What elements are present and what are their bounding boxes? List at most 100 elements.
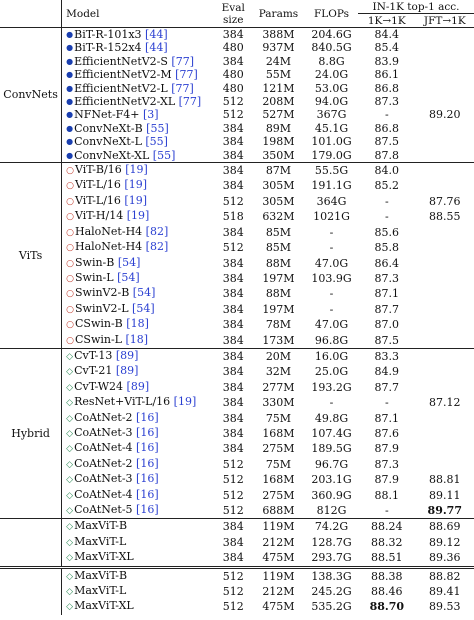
model-name: MaxViT-XL <box>74 550 134 564</box>
citation-link[interactable]: [3] <box>139 108 159 122</box>
citation-link[interactable]: [16] <box>132 456 159 470</box>
flops-cell: - <box>329 302 334 316</box>
acc-jft-cell <box>416 82 474 95</box>
citation-link[interactable]: [16] <box>132 425 159 439</box>
flops-cell: 96.7G <box>314 457 349 471</box>
citation-link[interactable]: [16] <box>132 410 159 424</box>
table-row: ●ConvNeXt-XL [55] 384 350M 179.0G 87.8 <box>0 149 474 163</box>
model-marker-icon: ◇ <box>66 398 74 409</box>
model-name: CoAtNet-3 <box>74 472 133 486</box>
citation-link[interactable]: [89] <box>123 379 150 393</box>
model-marker-icon: ◇ <box>66 587 74 598</box>
table-row: ○Swin-L [54] 384 197M 103.9G 87.3 <box>0 271 474 286</box>
citation-link[interactable]: [55] <box>149 148 176 162</box>
model-marker-icon: ◇ <box>66 444 74 455</box>
params-cell: 55M <box>265 68 292 82</box>
flops-cell: 74.2G <box>304 518 359 535</box>
citation-link[interactable]: [44] <box>141 41 168 55</box>
acc-jft-cell <box>416 68 474 81</box>
citation-link[interactable]: [19] <box>123 209 150 223</box>
citation-link[interactable]: [77] <box>171 68 198 82</box>
flops-header: FLOPs <box>313 7 349 20</box>
citation-link[interactable]: [19] <box>120 178 147 192</box>
table-row: Hybrid ◇CvT-13 [89] 384 20M 16.0G 83.3 <box>0 347 474 519</box>
citation-link[interactable]: [54] <box>114 255 141 269</box>
params-cell: 198M <box>262 135 295 149</box>
citation-link[interactable]: [16] <box>132 487 159 501</box>
params-cell: 388M <box>251 27 305 42</box>
eval-size-cell: 384 <box>222 535 244 549</box>
acc-1k-cell: 87.6 <box>374 426 400 440</box>
citation-link[interactable]: [54] <box>129 286 156 300</box>
eval-size-cell: 512 <box>222 95 244 109</box>
citation-link[interactable]: [82] <box>142 224 169 238</box>
model-marker-icon: ◇ <box>66 490 74 501</box>
params-cell: 275M <box>262 442 295 456</box>
acc-1k-cell: 83.9 <box>374 54 400 68</box>
model-marker-icon: ○ <box>66 320 74 331</box>
model-name: CoAtNet-5 <box>74 503 133 516</box>
model-name: CoAtNet-4 <box>74 487 133 501</box>
citation-link[interactable]: [54] <box>113 270 140 284</box>
params-cell: 212M <box>262 535 295 549</box>
citation-link[interactable]: [18] <box>122 317 149 331</box>
eval-size-cell: 384 <box>222 135 244 149</box>
eval-size-cell: 384 <box>222 442 244 456</box>
acc-1k-cell: 87.7 <box>374 380 400 394</box>
model-cell: ○ViT-H/14 [19] <box>62 209 215 224</box>
model-marker-icon: ◇ <box>66 522 74 533</box>
eval-size-cell: 512 <box>222 504 244 517</box>
citation-link[interactable]: [44] <box>141 28 168 41</box>
model-marker-icon: ○ <box>66 273 74 284</box>
citation-link[interactable]: [55] <box>141 135 168 149</box>
acc-1k-cell: 85.4 <box>374 41 400 55</box>
model-cell: ◇MaxViT-L <box>62 535 215 550</box>
citation-link[interactable]: [89] <box>112 364 139 378</box>
citation-link[interactable]: [19] <box>120 193 147 207</box>
eval-size-cell: 384 <box>222 318 244 332</box>
params-cell: 32M <box>265 365 292 379</box>
model-cell: ●ConvNeXt-B [55] <box>62 122 215 135</box>
model-cell: ◇MaxViT-XL <box>62 550 215 567</box>
model-marker-icon: ◇ <box>66 413 74 424</box>
citation-link[interactable]: [54] <box>128 301 155 315</box>
table-row: ◇CoAtNet-5 [16] 512 688M 812G - 89.77 <box>0 503 474 519</box>
table-row: ConvNets ●BiT-R-101x3 [44] 384 388M 204.6G 84… <box>0 26 474 163</box>
table-row: ○ViT-H/14 [19] 518 632M 1021G - 88.55 <box>0 209 474 224</box>
table-row: ◇MaxViT-L 512 212M 245.2G 88.46 89.41 <box>0 584 474 599</box>
model-name: Swin-B <box>75 255 115 269</box>
citation-link[interactable]: [55] <box>142 121 169 135</box>
model-name: NFNet-F4+ <box>74 108 140 122</box>
citation-link[interactable]: [19] <box>121 163 148 177</box>
citation-link[interactable]: [18] <box>122 332 149 346</box>
acc-1k-cell: 85.2 <box>374 179 400 193</box>
citation-link[interactable]: [16] <box>132 472 159 486</box>
citation-link[interactable]: [77] <box>167 81 194 95</box>
acc-1k-cell: 85.6 <box>374 225 400 239</box>
table-row: ◇CoAtNet-2 [16] 384 75M 49.8G 87.1 <box>0 411 474 426</box>
acc-jft-cell <box>416 135 474 148</box>
model-cell: ○CSwin-B [18] <box>62 317 215 332</box>
eval-size-cell: 384 <box>222 426 244 440</box>
model-marker-icon: ○ <box>66 289 74 300</box>
model-name: MaxViT-B <box>74 568 128 582</box>
citation-link[interactable]: [19] <box>170 395 197 409</box>
flops-cell: 96.8G <box>314 333 349 347</box>
params-cell: 688M <box>262 504 295 517</box>
model-name: CSwin-L <box>75 332 122 346</box>
citation-link[interactable]: [77] <box>175 95 202 109</box>
citation-link[interactable]: [82] <box>142 240 169 254</box>
table-row: ○SwinV2-L [54] 384 197M - 87.7 <box>0 302 474 317</box>
model-name: ViT-L/16 <box>75 178 121 192</box>
citation-link[interactable]: [16] <box>132 441 159 455</box>
group-label: ConvNets <box>0 26 63 163</box>
table-row: ◇MaxViT-L 384 212M 128.7G 88.32 89.12 <box>0 535 474 550</box>
citation-link[interactable]: [16] <box>132 503 159 516</box>
eval-size-cell: 384 <box>214 347 252 365</box>
params-cell: 208M <box>262 95 295 109</box>
table-row: ●EfficientNetV2-M [77] 480 55M 24.0G 86.1 <box>0 68 474 81</box>
citation-link[interactable]: [77] <box>167 54 195 68</box>
citation-link[interactable]: [89] <box>112 348 139 362</box>
params-cell: 89M <box>265 121 292 135</box>
